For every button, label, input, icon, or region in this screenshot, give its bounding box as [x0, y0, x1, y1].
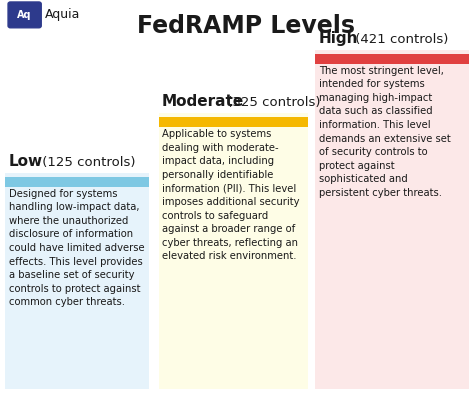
Text: (125 controls): (125 controls) [38, 156, 136, 169]
Text: Aquia: Aquia [45, 8, 80, 21]
Text: (421 controls): (421 controls) [351, 33, 448, 46]
Bar [315, 54, 469, 64]
Text: (325 controls): (325 controls) [223, 96, 320, 109]
Bar [315, 50, 469, 389]
FancyBboxPatch shape [8, 2, 41, 28]
Text: High: High [319, 31, 358, 46]
Text: Moderate: Moderate [162, 94, 245, 109]
Text: FedRAMP Levels: FedRAMP Levels [137, 14, 356, 38]
Bar [159, 113, 308, 389]
Bar [159, 117, 308, 127]
Text: Aq: Aq [18, 10, 32, 20]
Text: The most stringent level,
intended for systems
managing high-impact
data such as: The most stringent level, intended for s… [319, 66, 451, 198]
Text: Designed for systems
handling low-impact data,
where the unauthorized
disclosure: Designed for systems handling low-impact… [9, 189, 144, 307]
Text: Applicable to systems
dealing with moderate-
impact data, including
personally i: Applicable to systems dealing with moder… [162, 129, 300, 262]
Text: Low: Low [9, 154, 43, 169]
Bar [5, 177, 149, 187]
Bar [5, 173, 149, 389]
